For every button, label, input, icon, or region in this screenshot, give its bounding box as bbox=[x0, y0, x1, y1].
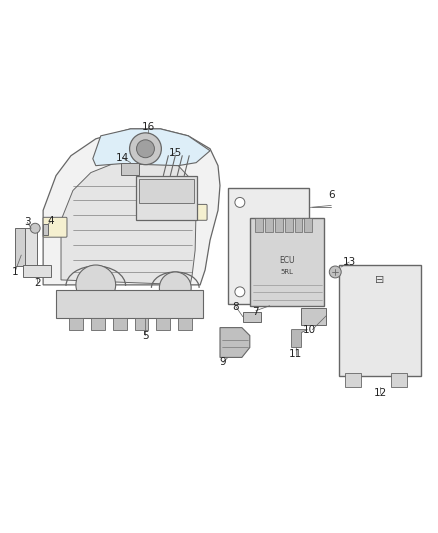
FancyBboxPatch shape bbox=[178, 318, 192, 329]
Circle shape bbox=[76, 265, 116, 305]
Polygon shape bbox=[61, 159, 196, 285]
Polygon shape bbox=[43, 129, 220, 285]
FancyBboxPatch shape bbox=[156, 318, 170, 329]
Text: 11: 11 bbox=[289, 350, 302, 359]
Circle shape bbox=[159, 272, 191, 304]
Circle shape bbox=[329, 266, 341, 278]
FancyBboxPatch shape bbox=[265, 219, 273, 232]
Text: ⊟: ⊟ bbox=[375, 275, 385, 285]
FancyBboxPatch shape bbox=[250, 219, 324, 306]
Circle shape bbox=[137, 140, 155, 158]
Text: 5RL: 5RL bbox=[280, 269, 293, 275]
Text: 4: 4 bbox=[48, 216, 54, 227]
Text: 3: 3 bbox=[24, 217, 31, 227]
Text: 9: 9 bbox=[220, 358, 226, 367]
FancyBboxPatch shape bbox=[391, 373, 407, 387]
FancyBboxPatch shape bbox=[120, 163, 138, 175]
Text: 1: 1 bbox=[12, 267, 18, 277]
FancyBboxPatch shape bbox=[134, 318, 148, 329]
Polygon shape bbox=[220, 328, 250, 358]
Text: 14: 14 bbox=[116, 152, 129, 163]
FancyBboxPatch shape bbox=[243, 312, 261, 321]
Text: 7: 7 bbox=[252, 306, 259, 317]
FancyBboxPatch shape bbox=[15, 228, 25, 266]
Text: 2: 2 bbox=[34, 278, 40, 288]
FancyBboxPatch shape bbox=[339, 265, 421, 376]
FancyBboxPatch shape bbox=[43, 224, 48, 235]
FancyBboxPatch shape bbox=[189, 204, 207, 220]
Text: 12: 12 bbox=[373, 388, 387, 398]
Text: 10: 10 bbox=[303, 325, 316, 335]
FancyBboxPatch shape bbox=[56, 290, 203, 318]
FancyBboxPatch shape bbox=[135, 175, 197, 220]
FancyBboxPatch shape bbox=[138, 179, 194, 204]
FancyBboxPatch shape bbox=[285, 219, 293, 232]
FancyBboxPatch shape bbox=[113, 318, 127, 329]
Circle shape bbox=[235, 197, 245, 207]
FancyBboxPatch shape bbox=[91, 318, 105, 329]
FancyBboxPatch shape bbox=[69, 318, 83, 329]
FancyBboxPatch shape bbox=[275, 219, 283, 232]
FancyBboxPatch shape bbox=[301, 308, 326, 325]
FancyBboxPatch shape bbox=[345, 373, 361, 387]
FancyBboxPatch shape bbox=[294, 219, 303, 232]
Polygon shape bbox=[93, 129, 210, 166]
FancyBboxPatch shape bbox=[304, 219, 312, 232]
Text: ECU: ECU bbox=[279, 255, 294, 264]
FancyBboxPatch shape bbox=[23, 265, 51, 277]
FancyBboxPatch shape bbox=[21, 228, 37, 266]
Polygon shape bbox=[292, 329, 307, 348]
FancyBboxPatch shape bbox=[43, 217, 67, 237]
Text: 13: 13 bbox=[343, 257, 356, 267]
Circle shape bbox=[235, 287, 245, 297]
Circle shape bbox=[30, 223, 40, 233]
Circle shape bbox=[130, 133, 161, 165]
FancyBboxPatch shape bbox=[255, 219, 263, 232]
Text: 5: 5 bbox=[142, 330, 149, 341]
FancyBboxPatch shape bbox=[228, 189, 309, 304]
Text: 6: 6 bbox=[328, 190, 335, 200]
Text: 15: 15 bbox=[169, 148, 182, 158]
Text: 16: 16 bbox=[142, 122, 155, 132]
Text: 8: 8 bbox=[233, 302, 239, 312]
